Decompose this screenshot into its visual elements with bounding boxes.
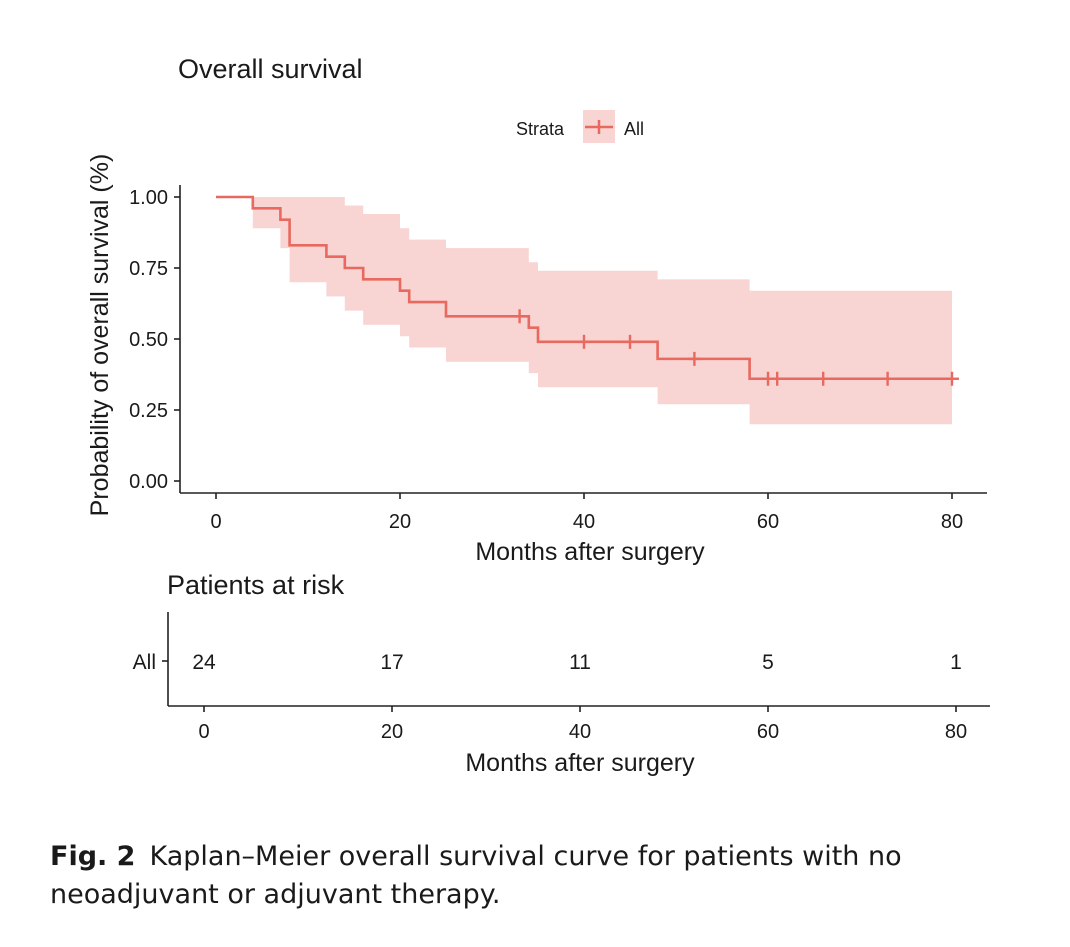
censor-mark (770, 371, 785, 386)
survival-plot: Overall survival Strata All Probability … (86, 54, 987, 566)
x-tick-label: 80 (941, 511, 963, 533)
y-tick-label: 0.25 (129, 400, 168, 422)
confidence-band-area (216, 197, 952, 425)
survival-curve (216, 195, 952, 381)
legend: Strata All (516, 110, 644, 143)
y-axis-label: Probability of overall survival (%) (86, 154, 114, 517)
risk-table: Patients at risk All 24 17 11 5 1 0 20 40 60 80 … (133, 570, 990, 777)
figure-caption-label: Fig. 2 (50, 841, 136, 872)
risk-x-tick-label: 20 (381, 721, 403, 743)
y-axis-ticks: 0.00 0.25 0.50 0.75 1.00 (129, 187, 180, 493)
risk-table-title: Patients at risk (167, 570, 345, 600)
risk-x-tick-label: 0 (198, 721, 209, 743)
x-axis-ticks: 0 20 40 60 80 (210, 493, 963, 533)
x-tick-label: 60 (757, 511, 779, 533)
censor-mark (512, 309, 527, 324)
x-tick-label: 40 (573, 511, 595, 533)
risk-row-label: All (133, 651, 156, 674)
risk-x-tick-label: 80 (945, 721, 967, 743)
censor-mark (880, 371, 895, 386)
x-tick-label: 20 (389, 511, 411, 533)
risk-x-axis-label: Months after surgery (465, 749, 695, 777)
x-axis-label: Months after surgery (475, 538, 705, 566)
risk-x-tick-label: 40 (569, 721, 591, 743)
figure-caption: Fig. 2 Kaplan–Meier overall survival curv… (50, 838, 1040, 914)
y-tick-label: 0.00 (129, 471, 168, 493)
risk-x-tick-label: 60 (757, 721, 779, 743)
y-tick-label: 0.50 (129, 329, 168, 351)
y-tick-label: 0.75 (129, 258, 168, 280)
censor-mark (623, 334, 637, 349)
x-tick-label: 0 (210, 511, 221, 533)
risk-count: 11 (569, 651, 591, 674)
censor-mark (816, 371, 831, 386)
figure-caption-text: Kaplan–Meier overall survival curve for … (50, 841, 902, 910)
confidence-band (216, 197, 952, 425)
legend-entry-all: All (624, 119, 644, 139)
risk-count: 17 (380, 651, 403, 674)
risk-x-axis-ticks: 0 20 40 60 80 (198, 706, 967, 743)
risk-counts: 24 17 11 5 1 (192, 651, 962, 674)
survival-plot-title: Overall survival (178, 54, 363, 84)
risk-count: 24 (192, 651, 216, 674)
censor-mark (687, 351, 702, 366)
legend-title: Strata (516, 119, 565, 139)
survival-curve-line (216, 195, 952, 381)
risk-count: 1 (950, 651, 962, 674)
risk-count: 5 (762, 651, 774, 674)
y-tick-label: 1.00 (129, 187, 168, 209)
censor-mark (945, 371, 959, 386)
censor-mark (577, 334, 591, 349)
censor-marks (512, 309, 959, 386)
